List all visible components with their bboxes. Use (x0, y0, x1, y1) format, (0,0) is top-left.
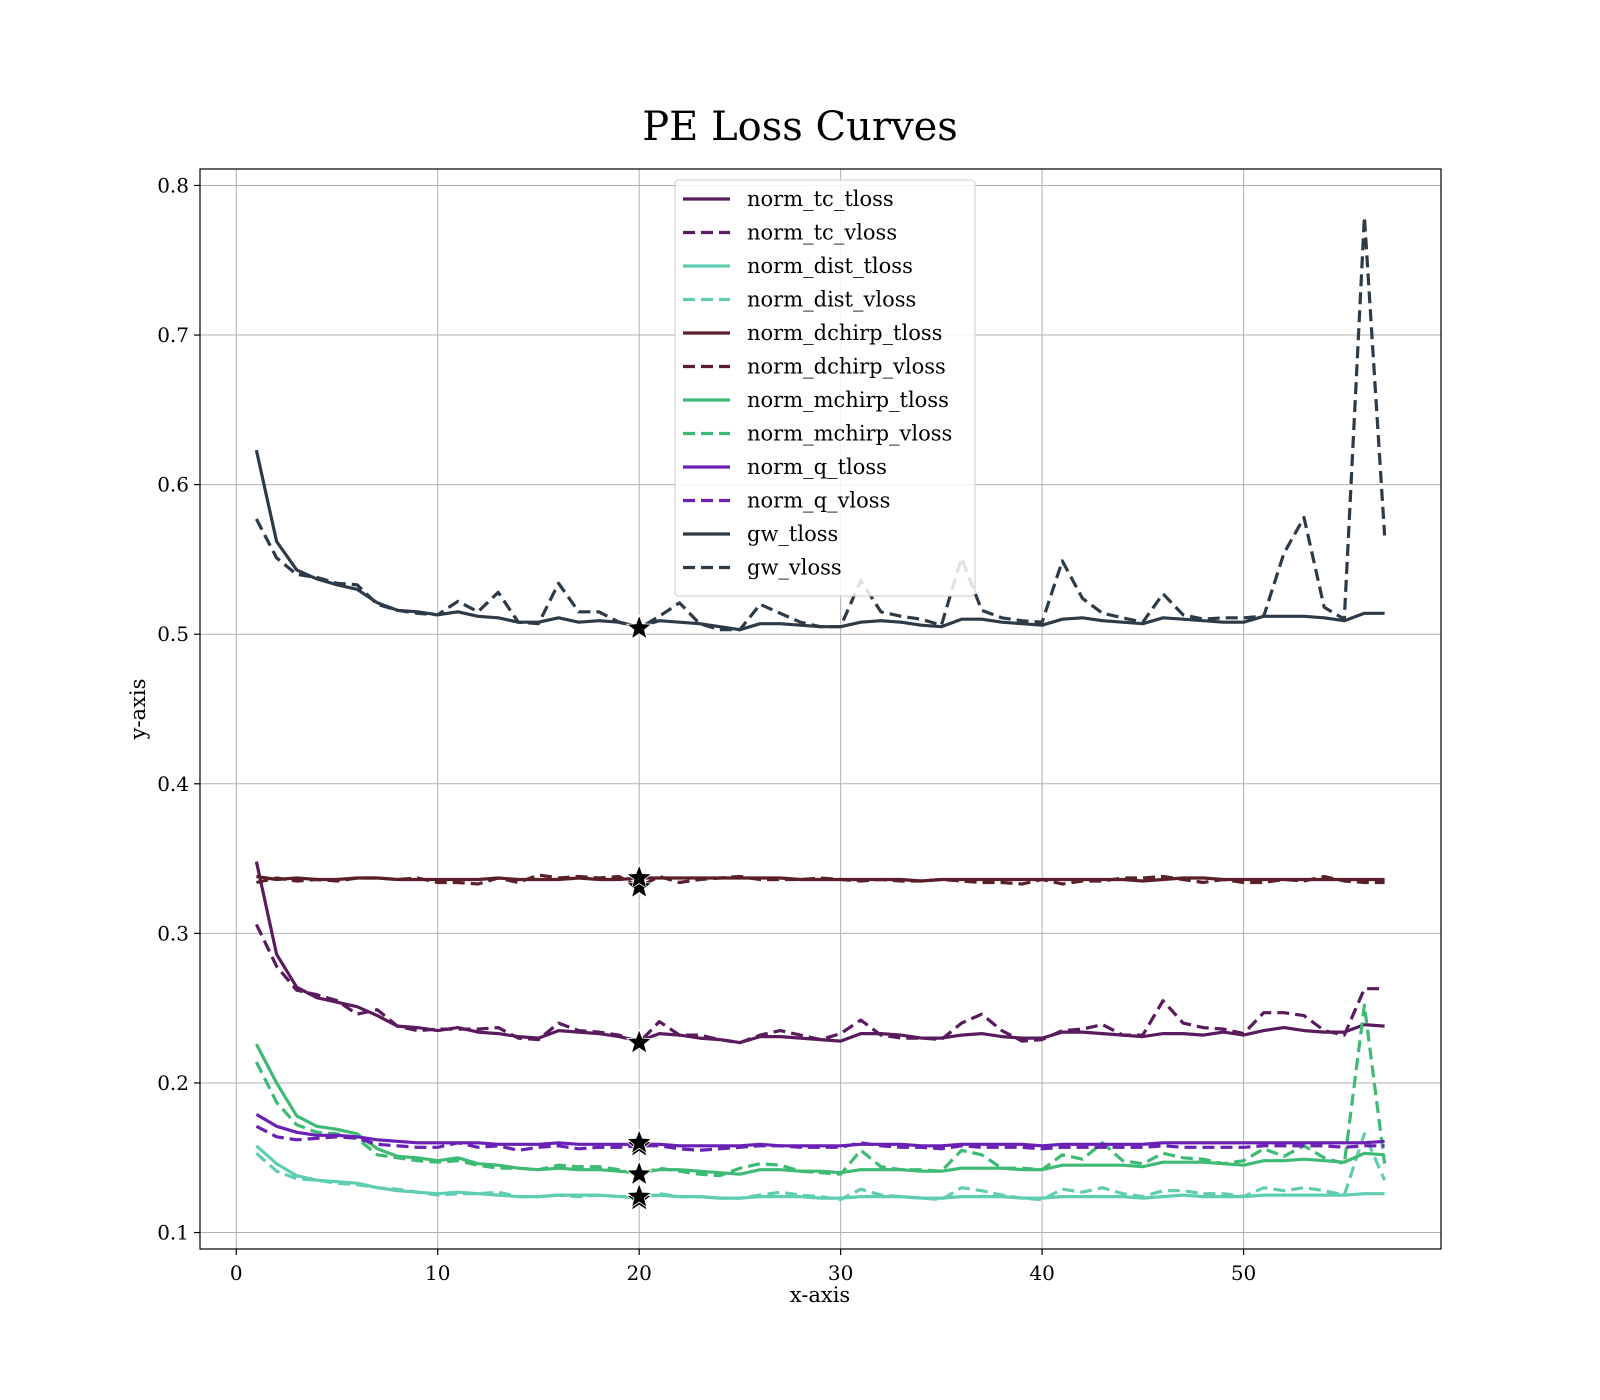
x-tick-label: 10 (425, 1261, 450, 1285)
best-epoch-star (625, 872, 653, 899)
x-tick-label: 40 (1029, 1261, 1054, 1285)
x-tick-label: 0 (230, 1261, 243, 1285)
plot-area-frame (199, 168, 1442, 1250)
legend-box (674, 179, 976, 597)
best-epoch-star (625, 1128, 653, 1155)
legend-label: norm_dchirp_vloss (747, 355, 946, 379)
y-tick-label: 0.3 (157, 921, 189, 945)
x-tick-label: 20 (626, 1261, 651, 1285)
series-line-norm-dist-tloss (255, 1144, 1385, 1200)
y-tick-label: 0.8 (157, 173, 189, 197)
legend-label: norm_mchirp_tloss (747, 388, 949, 412)
best-epoch-markers (625, 614, 653, 1212)
best-epoch-star (625, 1160, 653, 1186)
best-epoch-star (625, 1182, 653, 1209)
legend-label: norm_mchirp_vloss (747, 422, 952, 446)
chart-title: PE Loss Curves (642, 104, 958, 150)
series-line-norm-dchirp-tloss (256, 874, 1385, 883)
legend-label: norm_tc_vloss (747, 221, 897, 245)
legend-label: norm_dist_tloss (747, 254, 913, 278)
best-epoch-star (625, 1028, 653, 1055)
best-epoch-star (625, 614, 653, 640)
series-line-norm-dist-vloss (255, 1132, 1387, 1202)
series-group (254, 215, 1387, 1202)
legend-label: norm_q_tloss (747, 455, 887, 479)
legend-label: gw_tloss (747, 522, 838, 546)
y-tick-label: 0.2 (157, 1071, 189, 1095)
series-line-gw-vloss (254, 215, 1387, 632)
series-line-norm-q-tloss (255, 1113, 1385, 1148)
y-axis-label: y-axis (126, 679, 150, 741)
series-line-norm-dchirp-vloss (256, 873, 1385, 889)
legend-label: norm_tc_tloss (747, 187, 894, 211)
x-axis-label: x-axis (790, 1283, 850, 1307)
legend-label: norm_dist_vloss (747, 288, 916, 312)
legend-label: gw_vloss (747, 556, 842, 580)
series-line-norm-tc-vloss (254, 923, 1385, 1045)
legend-label: norm_q_vloss (747, 489, 890, 513)
y-tick-label: 0.7 (157, 323, 189, 347)
y-tick-label: 0.4 (157, 772, 189, 796)
best-epoch-star (625, 863, 653, 890)
y-tick-label: 0.5 (157, 622, 189, 646)
legend: norm_tc_tloss norm_tc_vloss norm_dist_tlos… (674, 179, 976, 597)
y-tick-label: 0.6 (157, 473, 189, 497)
x-tick-label: 30 (828, 1261, 853, 1285)
legend-label: norm_dchirp_tloss (747, 321, 942, 345)
x-tick-label: 50 (1231, 1261, 1256, 1285)
y-tick-label: 0.1 (157, 1221, 189, 1245)
axis-ticks: 0 10 20 30 40 50 0.1 0.2 0.3 0.4 0.5 0.6 0.7 0.8 (157, 173, 1256, 1285)
series-line-norm-mchirp-vloss (254, 1003, 1387, 1178)
